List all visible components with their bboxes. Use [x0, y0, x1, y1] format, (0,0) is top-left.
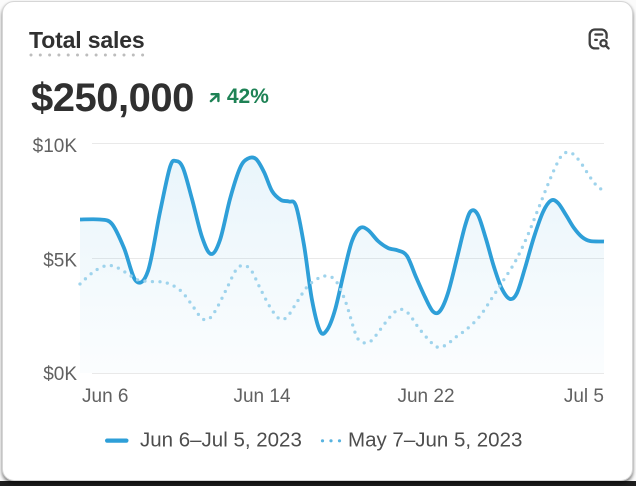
svg-text:May 7–Jun 5, 2023: May 7–Jun 5, 2023	[348, 429, 522, 452]
svg-text:Jun 6: Jun 6	[82, 386, 128, 407]
svg-text:$0K: $0K	[43, 364, 77, 385]
svg-text:Jun 14: Jun 14	[233, 386, 290, 407]
svg-text:$5K: $5K	[43, 251, 77, 272]
svg-text:Jul 5: Jul 5	[564, 386, 604, 407]
svg-text:Jun 22: Jun 22	[397, 386, 454, 407]
svg-text:$10K: $10K	[33, 136, 78, 157]
svg-text:Jun 6–Jul 5, 2023: Jun 6–Jul 5, 2023	[140, 429, 302, 452]
